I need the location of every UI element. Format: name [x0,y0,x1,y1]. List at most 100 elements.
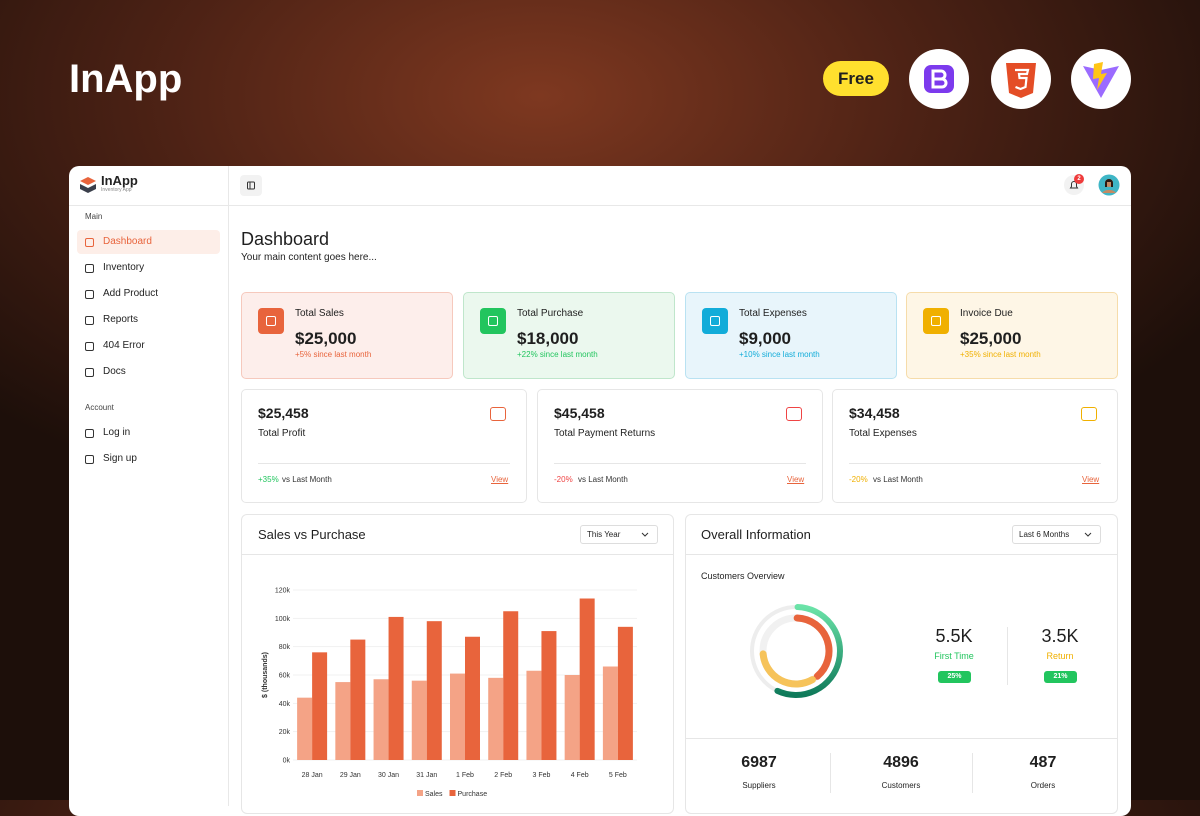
stat-icon [480,308,506,334]
sidebar-divider [228,166,229,806]
stat-card [463,292,675,379]
app-logo-icon [80,177,96,193]
vite-bolt [1093,62,1107,90]
metric-link[interactable]: View [491,475,509,484]
metric-note: vs Last Month [578,475,628,484]
html5-logo [1006,63,1036,98]
metric-label: Total Expenses [849,428,917,439]
stat-label: Return [1046,651,1074,661]
bar [579,598,595,760]
brand-name: InApp [69,57,183,101]
y-tick-label: 40k [279,701,291,708]
stat-title: Total Sales [295,308,344,319]
stat-divider [1007,627,1008,685]
nav-item[interactable]: Log in [103,427,131,438]
app-window [69,166,1131,816]
nav-icon [85,429,94,438]
x-tick-label: 29 Jan [340,772,361,779]
y-axis-label: $ (thousands) [262,652,269,698]
overview-subtitle: Customers Overview [701,571,785,581]
stat-title: Total Purchase [517,308,584,319]
filter-dropdown[interactable]: Last 6 Months [1012,525,1101,544]
bar [602,666,618,760]
free-badge[interactable]: Free [823,61,889,96]
total-label: Orders [1030,781,1056,790]
sales-chart: 0k 20k 40k 60k 80k 100k 120k $ (thousands) 28 Ja… [262,588,637,798]
stat-label: First Time [934,651,974,661]
user-avatar[interactable] [1098,174,1120,196]
bar [465,636,480,760]
bootstrap-mark [931,69,948,89]
nav-icon [85,368,94,377]
bar [541,631,557,760]
bar [411,680,427,760]
total-value: 487 [1029,754,1057,771]
bar [564,675,580,760]
bar [488,677,504,760]
nav-item[interactable]: Add Product [103,288,159,299]
metric-value: $45,458 [554,405,605,421]
x-tick-label: 3 Feb [532,772,550,779]
sidebar-logo: InApp [101,173,138,188]
bar [617,626,633,760]
nav-icon [85,316,94,325]
stat-icon [923,308,949,334]
total-label: Customers [881,781,921,790]
metric-card [537,389,823,503]
page-title: Dashboard [241,229,330,249]
x-tick-label: 1 Feb [456,772,474,779]
nav-item[interactable]: Docs [103,366,126,377]
stat-card [685,292,897,379]
stat-value: $18,000 [517,329,579,348]
legend-swatch [417,790,423,796]
panel-title: Overall Information [701,527,811,542]
legend-label: Sales [425,791,443,798]
customers-donut [750,604,843,698]
stat-number: 5.5K [935,626,973,646]
nav-icon [85,342,94,351]
x-tick-label: 5 Feb [609,772,627,779]
stat-card [906,292,1118,379]
x-tick-label: 4 Feb [571,772,589,779]
metric-link[interactable]: View [787,475,805,484]
x-tick-label: 31 Jan [416,772,437,779]
sidebar-toggle[interactable] [240,175,262,196]
nav-item[interactable]: Inventory [103,262,145,273]
bar [335,682,351,760]
page-subtitle: Your main content goes here... [241,252,377,263]
tech-logos [909,49,1131,109]
panel-title: Sales vs Purchase [258,527,366,542]
nav-icon [85,264,94,273]
stat-badge: 25% [938,671,971,683]
bar [350,639,366,760]
metric-change: -20% [554,475,573,484]
x-tick-label: 28 Jan [302,772,323,779]
metric-icon [786,407,802,421]
nav-item[interactable]: Sign up [103,453,137,464]
nav-item[interactable]: Dashboard [103,236,152,247]
bar [297,697,313,760]
nav-item[interactable]: 404 Error [103,340,145,351]
topbar-divider [69,205,1131,206]
metric-card [241,389,527,503]
y-tick-label: 0k [283,758,291,765]
metric-divider [849,463,1101,464]
legend-label: Purchase [458,791,488,798]
metric-change: -20% [849,475,868,484]
stat-card [241,292,453,379]
metric-value: $25,458 [258,405,309,421]
nav-active-bg [77,230,220,254]
legend-swatch [449,790,456,796]
metric-icon [1081,407,1097,421]
y-tick-label: 80k [279,644,291,651]
filter-dropdown[interactable]: This Year [580,525,658,544]
metric-divider [554,463,806,464]
metric-link[interactable]: View [1082,475,1100,484]
bar [426,621,442,760]
bar [450,673,465,760]
totals-divider [972,753,973,793]
stat-change: +35% since last month [960,350,1041,359]
nav-item[interactable]: Reports [103,314,139,325]
